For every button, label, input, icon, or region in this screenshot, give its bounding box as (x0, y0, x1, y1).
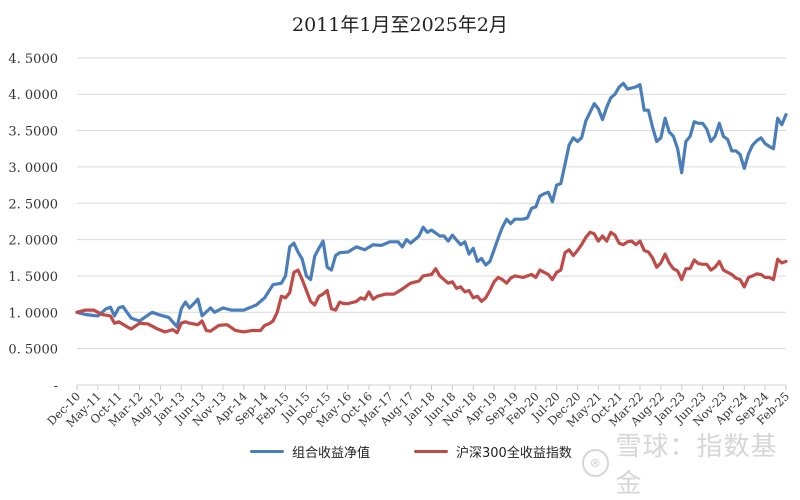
legend: 组合收益净值 沪深300全收益指数 (250, 442, 616, 461)
y-tick-label: 3. 5000 (8, 125, 58, 140)
y-tick-label: - (54, 379, 58, 394)
y-tick-label: 3. 0000 (8, 161, 58, 176)
series-lines (75, 81, 788, 335)
y-tick-label: 2. 0000 (8, 234, 58, 249)
legend-swatch-red-icon (414, 450, 449, 453)
legend-item-portfolio: 组合收益净值 (250, 442, 370, 461)
y-tick-label: 4. 5000 (8, 52, 58, 67)
chart-title: 2011年1月至2025年2月 (292, 14, 508, 36)
y-tick-label: 1. 5000 (8, 270, 58, 285)
watermark-text: 雪球：指数基金 (615, 432, 778, 499)
legend-label: 组合收益净值 (292, 446, 371, 461)
y-tick-label: 2. 5000 (8, 197, 58, 212)
line-chart: - 0. 5000 1. 0000 1. 5000 2. 0000 2. 5000 3. 0… (8, 52, 792, 430)
y-axis: - 0. 5000 1. 0000 1. 5000 2. 0000 2. 5000 3. 0… (8, 52, 58, 394)
legend-item-csi300: 沪深300全收益指数 (414, 442, 572, 461)
csi300-total-return-line (75, 230, 788, 335)
portfolio-nav-line (75, 81, 788, 329)
legend-label: 沪深300全收益指数 (456, 446, 572, 461)
legend-swatch-blue-icon (250, 450, 284, 453)
y-tick-label: 0. 5000 (8, 343, 58, 358)
xueqiu-logo-icon: ⊗ (582, 449, 610, 477)
x-axis: Dec-10May-11Oct-11Mar-12Aug-12Jan-13Jun-… (44, 384, 792, 430)
y-tick-label: 4. 0000 (8, 88, 58, 103)
y-tick-label: 1. 0000 (8, 306, 58, 321)
watermark: ⊗ 雪球：指数基金 (582, 426, 800, 500)
